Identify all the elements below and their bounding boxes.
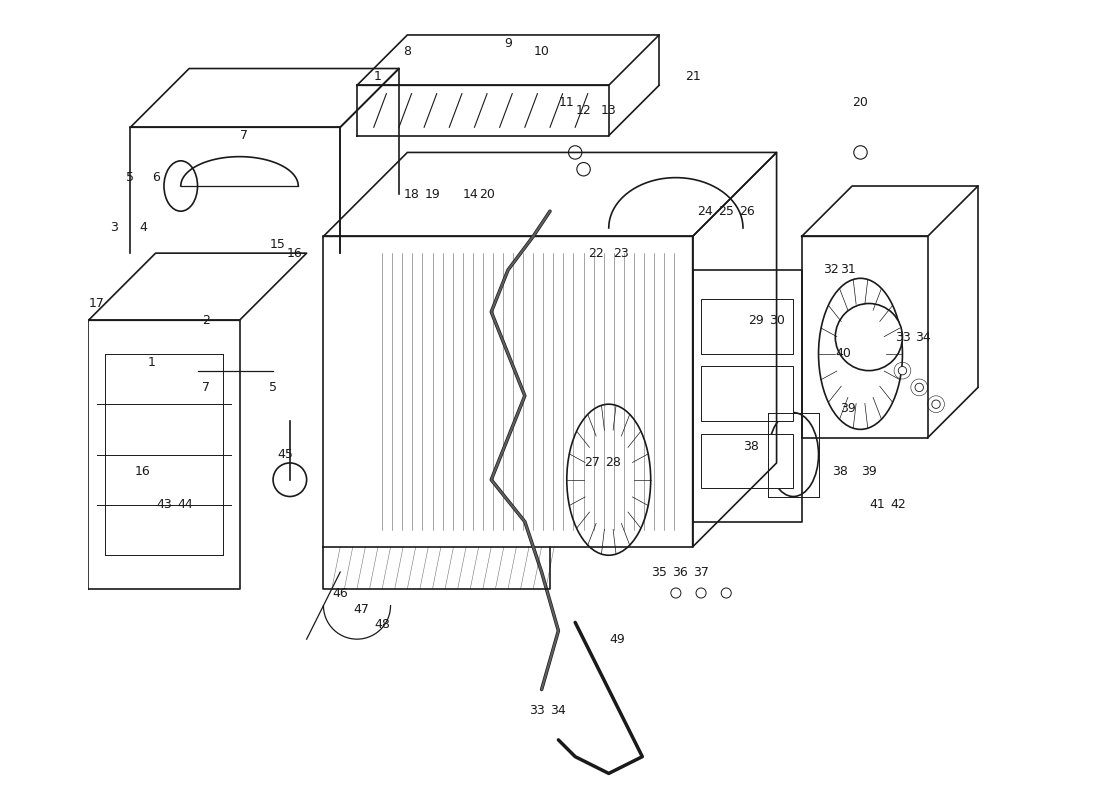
Text: 42: 42: [890, 498, 906, 511]
Text: 44: 44: [177, 498, 192, 511]
Ellipse shape: [818, 278, 902, 430]
Bar: [701, 434, 793, 488]
Text: 24: 24: [697, 205, 713, 218]
Text: 43: 43: [156, 498, 172, 511]
Text: 39: 39: [861, 465, 877, 478]
Text: 48: 48: [374, 618, 390, 630]
Text: 6: 6: [152, 171, 160, 184]
Text: 45: 45: [277, 448, 294, 461]
Text: 12: 12: [575, 104, 592, 117]
Circle shape: [722, 588, 732, 598]
Text: 35: 35: [651, 566, 667, 578]
Text: 49: 49: [609, 633, 625, 646]
Text: 1: 1: [147, 356, 155, 369]
Circle shape: [569, 146, 582, 159]
Text: 22: 22: [588, 246, 604, 260]
Text: 38: 38: [832, 465, 847, 478]
Text: 38: 38: [744, 440, 759, 453]
Text: 11: 11: [559, 95, 574, 109]
Text: 23: 23: [614, 246, 629, 260]
Text: 9: 9: [504, 37, 512, 50]
Circle shape: [915, 383, 923, 392]
Text: 16: 16: [135, 465, 151, 478]
Text: 47: 47: [353, 603, 370, 616]
Text: 7: 7: [202, 381, 210, 394]
Text: 21: 21: [685, 70, 701, 83]
Text: 36: 36: [672, 566, 688, 578]
Text: 41: 41: [869, 498, 886, 511]
Ellipse shape: [835, 303, 902, 370]
Circle shape: [932, 400, 940, 408]
Text: 28: 28: [605, 457, 620, 470]
Circle shape: [854, 146, 867, 159]
Circle shape: [576, 162, 591, 176]
Text: 18: 18: [404, 188, 419, 201]
Text: 37: 37: [693, 566, 710, 578]
Text: 46: 46: [332, 586, 348, 599]
Text: 33: 33: [894, 330, 911, 343]
Ellipse shape: [164, 161, 198, 211]
Text: 3: 3: [110, 222, 118, 234]
Text: 10: 10: [534, 46, 550, 58]
Text: 20: 20: [852, 95, 868, 109]
Text: 14: 14: [462, 188, 478, 201]
Text: 17: 17: [89, 297, 104, 310]
Text: 39: 39: [840, 402, 856, 415]
Text: 30: 30: [769, 314, 784, 326]
Text: 25: 25: [718, 205, 734, 218]
Circle shape: [273, 463, 307, 497]
Text: 5: 5: [270, 381, 277, 394]
Circle shape: [899, 366, 906, 375]
Text: 7: 7: [240, 129, 248, 142]
Text: 31: 31: [840, 263, 856, 277]
Circle shape: [671, 588, 681, 598]
Ellipse shape: [768, 413, 818, 497]
Bar: [701, 299, 793, 354]
Bar: [701, 366, 793, 421]
Text: 29: 29: [748, 314, 763, 326]
Text: 15: 15: [270, 238, 285, 251]
Text: 33: 33: [529, 704, 546, 717]
Text: 32: 32: [823, 263, 839, 277]
Text: 34: 34: [550, 704, 566, 717]
Text: 4: 4: [139, 222, 147, 234]
Text: 27: 27: [584, 457, 600, 470]
Text: 2: 2: [202, 314, 210, 326]
Ellipse shape: [566, 404, 651, 555]
Text: 40: 40: [836, 347, 851, 360]
Text: 20: 20: [480, 188, 495, 201]
Text: 34: 34: [915, 330, 932, 343]
Circle shape: [696, 588, 706, 598]
Text: 13: 13: [601, 104, 617, 117]
Text: 16: 16: [286, 246, 301, 260]
Text: 26: 26: [739, 205, 755, 218]
Text: 5: 5: [126, 171, 134, 184]
Text: 8: 8: [404, 46, 411, 58]
Text: 19: 19: [425, 188, 440, 201]
Text: 1: 1: [374, 70, 382, 83]
